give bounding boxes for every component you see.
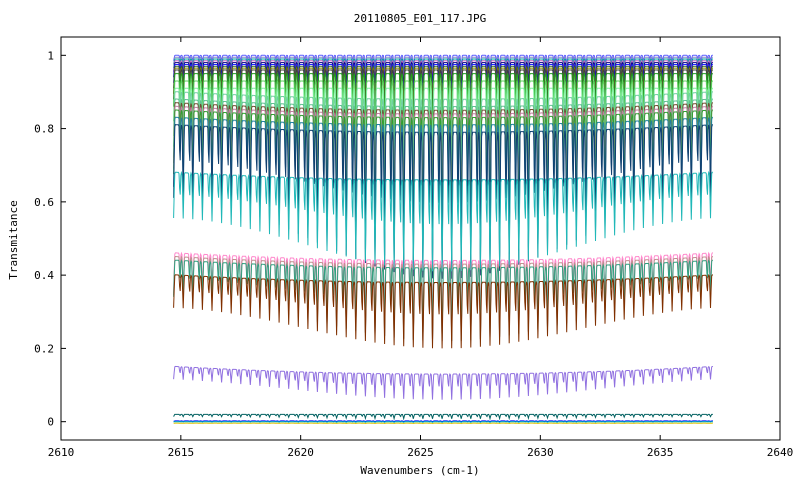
series-line (174, 422, 713, 423)
x-tick-label: 2630 (527, 446, 554, 459)
series-line (174, 366, 713, 399)
y-tick-label: 0 (47, 416, 54, 429)
x-tick-label: 2635 (647, 446, 674, 459)
y-tick-label: 0.8 (34, 123, 54, 136)
chart-title: 20110805_E01_117.JPG (354, 12, 486, 25)
x-tick-label: 2640 (767, 446, 794, 459)
y-tick-label: 0.6 (34, 196, 54, 209)
x-axis-label: Wavenumbers (cm-1) (360, 464, 479, 477)
series-layer (174, 55, 713, 423)
x-tick-label: 2625 (407, 446, 434, 459)
y-axis-label: Transmitance (7, 200, 20, 279)
x-tick-label: 2610 (48, 446, 75, 459)
y-tick-label: 0.2 (34, 342, 54, 355)
x-tick-label: 2620 (287, 446, 314, 459)
series-line (174, 414, 713, 418)
x-tick-label: 2615 (168, 446, 195, 459)
series-line (174, 275, 713, 349)
y-tick-label: 1 (47, 49, 54, 62)
y-tick-label: 0.4 (34, 269, 54, 282)
